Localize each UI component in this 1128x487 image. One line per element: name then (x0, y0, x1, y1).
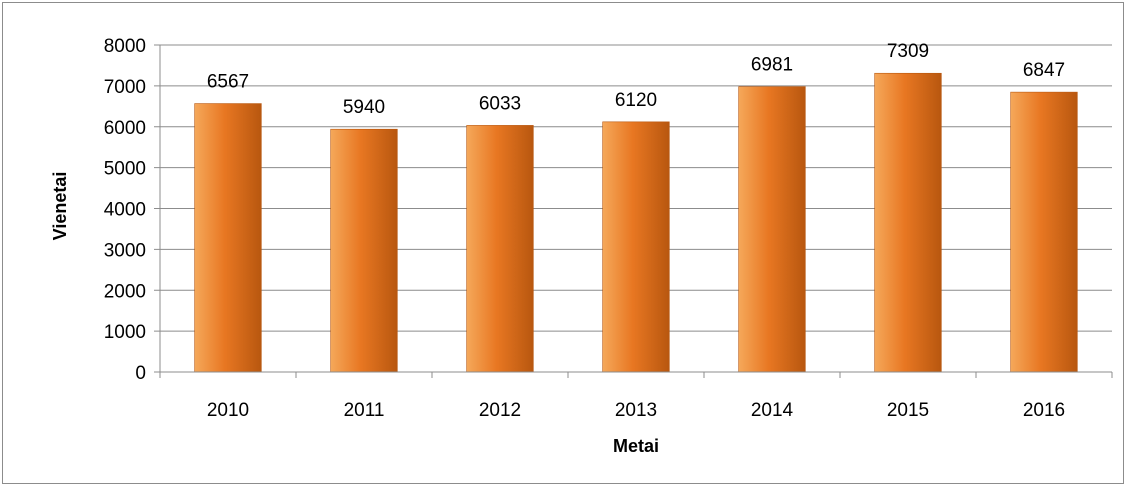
x-tick-label-2013: 2013 (615, 400, 657, 421)
y-tick-label: 7000 (104, 77, 146, 98)
x-tick-label-2015: 2015 (887, 400, 929, 421)
y-axis-title: Vienetai (50, 172, 70, 241)
y-tick-label: 1000 (104, 322, 146, 343)
y-tick-label: 8000 (104, 36, 146, 57)
data-label-2010: 6567 (207, 72, 249, 93)
y-tick-label: 2000 (104, 281, 146, 302)
axes (154, 44, 1113, 378)
bar-2016 (1010, 91, 1078, 373)
bar-2014 (738, 86, 806, 373)
labels: 0 1000 2000 3000 4000 5000 6000 7000 8000 6567 201… (104, 36, 1065, 421)
bars (194, 72, 1078, 373)
data-label-2013: 6120 (615, 90, 657, 111)
data-label-2016: 6847 (1023, 60, 1065, 81)
bar-2012 (466, 125, 534, 373)
x-tick-label-2011: 2011 (344, 400, 385, 421)
y-tick-label: 5000 (104, 159, 146, 180)
y-tick-label: 6000 (104, 118, 146, 139)
bar-2011 (330, 128, 398, 373)
y-tick-label: 4000 (104, 200, 146, 221)
bar-2010 (194, 103, 262, 373)
data-label-2015: 7309 (887, 41, 929, 62)
bar-2013 (602, 121, 670, 373)
x-tick-label-2014: 2014 (751, 400, 794, 421)
y-tick-label: 3000 (104, 240, 146, 261)
x-tick-label-2010: 2010 (207, 400, 249, 421)
x-tick-label-2016: 2016 (1023, 400, 1065, 421)
x-tick-label-2012: 2012 (479, 400, 521, 421)
x-axis-title: Metai (613, 436, 659, 456)
data-label-2014: 6981 (751, 55, 793, 76)
data-label-2012: 6033 (479, 93, 521, 114)
data-label-2011: 5940 (343, 97, 385, 118)
y-tick-label: 0 (135, 363, 146, 384)
bar-2015 (874, 72, 942, 373)
